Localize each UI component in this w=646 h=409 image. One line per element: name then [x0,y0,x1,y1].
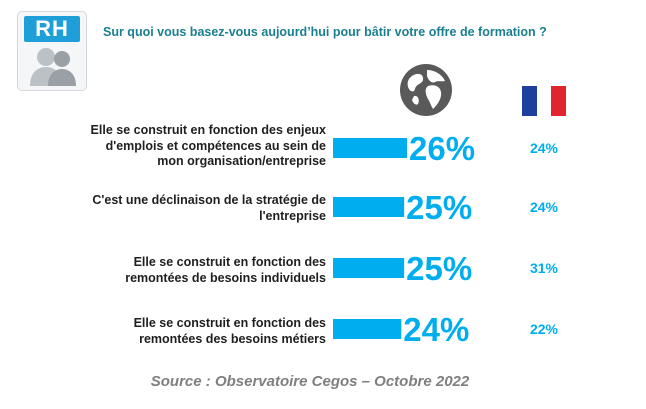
france-value-label: 22% [530,321,559,337]
world-value-label: 25% [406,189,472,226]
row-label-line: C'est une déclinaison de la stratégie de [92,193,326,207]
flag-blue-stripe [522,86,537,116]
france-value-label: 24% [530,199,559,215]
rh-badge-label: RH [24,16,80,42]
row-label-line: d'emplois et compétences au sein de [105,138,326,153]
bar [333,138,407,158]
world-value-label: 24% [403,311,469,348]
france-flag-icon [522,86,567,116]
source-note: Source : Observatoire Cegos – Octobre 20… [150,373,470,390]
row-label-line: remontées de besoins individuels [125,270,326,285]
world-value-label: 25% [406,250,472,287]
row-label-line: Elle se construit en fonction des [133,316,326,330]
question-title: Sur quoi vous basez-vous aujourd’hui pou… [103,25,547,39]
row-label-line: Elle se construit en fonction des enjeux [90,123,326,137]
world-value-label: 26% [409,130,475,167]
row-label: Elle se construit en fonction des remont… [56,316,326,347]
row-label-line: Elle se construit en fonction des [133,255,326,269]
row-label: C'est une déclinaison de la stratégie de… [56,193,326,224]
globe-icon [400,64,452,116]
bar [333,319,402,339]
flag-red-stripe [551,86,567,116]
people-icon [30,48,76,86]
row-label-line: remontées des besoins métiers [139,331,326,346]
france-value-label: 31% [530,260,559,276]
bar [333,197,405,217]
row-label-line: mon organisation/entreprise [157,154,326,168]
rh-badge: RH [17,11,87,91]
row-label-line: l'entreprise [259,208,326,223]
flag-white-stripe [536,86,552,116]
bar [333,258,405,278]
row-label: Elle se construit en fonction des remont… [56,255,326,286]
row-label: Elle se construit en fonction des enjeux… [56,123,326,170]
france-value-label: 24% [530,140,559,156]
